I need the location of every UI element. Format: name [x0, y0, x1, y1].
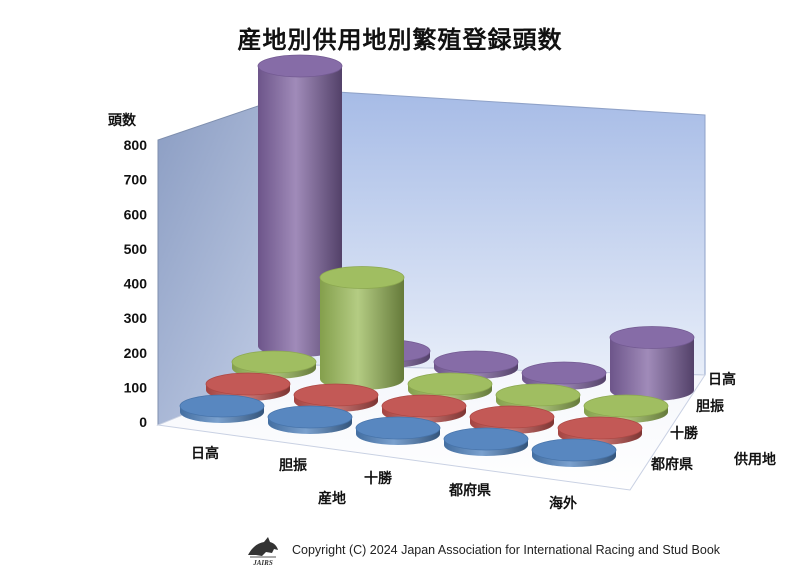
jairs-logo: JAIRS: [248, 537, 278, 567]
cylinder-top: [557, 416, 643, 440]
cylinder-bar: [609, 326, 695, 401]
y-tick-label: 200: [124, 345, 148, 361]
cylinder-top: [443, 427, 529, 451]
x-tick-label: 十勝: [364, 470, 393, 487]
cylinder-bar: [495, 383, 581, 412]
y-tick-label: 100: [124, 379, 148, 395]
cylinder-bar: [583, 394, 669, 423]
y-tick-label: 300: [124, 310, 148, 326]
cylinder-bar: [267, 405, 353, 434]
cylinder-bar: [443, 427, 529, 456]
y-tick-label: 700: [124, 172, 148, 188]
y-tick-label: 400: [124, 276, 148, 292]
cylinder-top: [231, 350, 317, 374]
cylinder-top: [609, 326, 695, 349]
cylinder-top: [407, 372, 493, 396]
z-tick-label: 胆振: [696, 398, 724, 415]
cylinder-body: [610, 337, 694, 401]
footer: JAIRS Copyright (C) 2024 Japan Associati…: [244, 530, 720, 570]
cylinder-top: [355, 416, 441, 440]
cylinder-top: [319, 266, 405, 289]
cylinder-top: [381, 394, 467, 418]
x-tick-label: 日高: [191, 445, 219, 462]
cylinder-bar: [319, 266, 405, 390]
cylinder-top: [293, 383, 379, 407]
z-tick-label: 日高: [708, 371, 736, 388]
cylinder-top: [205, 372, 291, 396]
cylinder-bar: [355, 416, 441, 445]
y-tick-label: 500: [124, 241, 148, 257]
cylinder-top: [495, 383, 581, 407]
x-tick-label: 都府県: [448, 482, 491, 499]
cylinder-top: [179, 394, 265, 418]
svg-text:JAIRS: JAIRS: [252, 559, 273, 567]
cylinder-top: [583, 394, 669, 418]
cylinder-bar: [531, 438, 617, 467]
z-tick-label: 十勝: [670, 425, 699, 442]
cylinder-bar: [179, 394, 265, 423]
z-tick-label: 都府県: [650, 456, 693, 473]
y-tick-label: 600: [124, 206, 148, 222]
cylinder-body: [320, 277, 404, 390]
cylinder-bar: [521, 361, 607, 390]
cylinder-top: [521, 361, 607, 385]
x-tick-label: 胆振: [279, 457, 307, 474]
x-tick-label: 海外: [549, 495, 577, 512]
x-axis-label: 産地: [318, 490, 346, 507]
cylinder-top: [257, 54, 343, 78]
cylinder-top: [433, 350, 519, 374]
chart-title: 産地別供用地別繁殖登録頭数: [237, 26, 563, 54]
cylinder-top: [469, 405, 555, 429]
copyright-text: Copyright (C) 2024 Japan Association for…: [292, 543, 721, 557]
y-tick-label: 0: [139, 414, 147, 430]
cylinder-top: [267, 405, 353, 429]
y-axis-label: 頭数: [108, 112, 137, 129]
y-tick-label: 800: [124, 137, 148, 153]
z-axis-label: 供用地: [733, 451, 776, 468]
cylinder-top: [531, 438, 617, 462]
